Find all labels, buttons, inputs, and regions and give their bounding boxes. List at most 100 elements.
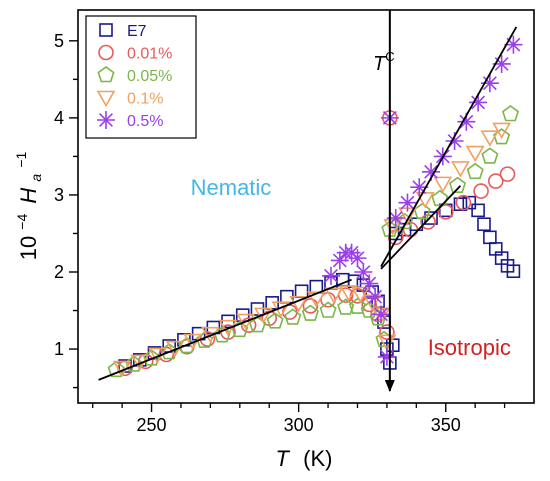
legend-marker-0-05pct [97, 66, 115, 83]
data-point-e7 [506, 264, 521, 279]
plot-frame [77, 9, 535, 404]
data-point-0-01pct [455, 194, 472, 211]
y-axis-label-exp: −4 [14, 214, 30, 230]
data-point-0-5pct [398, 193, 417, 212]
legend-item-0-1pct: 0.1% [96, 90, 163, 108]
data-point-0-5pct [377, 347, 396, 366]
data-point-0-1pct [465, 145, 485, 163]
x-tick-label: 300 [284, 415, 314, 435]
legend-marker-0-1pct [96, 90, 116, 108]
data-point-0-05pct [493, 128, 511, 145]
data-point-e7 [309, 279, 324, 294]
data-point-0-01pct [499, 166, 516, 182]
data-point-0-05pct [337, 298, 355, 315]
x-axis-label: T (K) [276, 446, 333, 471]
y-tick-label: 3 [54, 185, 64, 205]
svg-text:T (K): T (K) [276, 446, 333, 471]
y-tick-label: 5 [54, 31, 64, 51]
legend-item-0-5pct: 0.5% [97, 111, 163, 130]
data-point-0-1pct [339, 285, 359, 302]
y-axis-label-sub: a [28, 174, 44, 182]
data-point-0-05pct [195, 331, 214, 348]
data-point-0-1pct [362, 294, 382, 311]
data-point-0-5pct [366, 287, 385, 306]
data-layer [98, 26, 523, 381]
transition-label: TC [373, 49, 395, 75]
data-point-0-01pct [240, 317, 257, 333]
legend-label-0-5pct: 0.5% [127, 113, 163, 130]
x-tick-label: 350 [431, 415, 461, 435]
y-tick-label: 2 [54, 262, 64, 282]
data-point-e7 [477, 217, 491, 232]
y-axis-label-prefix: 10 [16, 236, 41, 260]
legend-marker-0-01pct [98, 44, 114, 61]
transition-label-sup: C [385, 49, 394, 64]
x-axis-label-var: T [276, 446, 291, 471]
data-point-e7 [471, 203, 485, 218]
data-point-0-05pct [284, 308, 302, 325]
series-0-1pct [112, 122, 512, 378]
legend-marker-e7 [99, 23, 113, 37]
data-point-0-05pct [348, 297, 367, 314]
data-point-0-01pct [473, 183, 489, 199]
data-point-0-1pct [492, 122, 512, 140]
x-axis-label-unit: (K) [303, 446, 332, 471]
annotations: Nematic Isotropic [191, 175, 511, 360]
data-point-0-5pct [348, 249, 367, 268]
data-point-0-01pct [302, 298, 319, 314]
data-point-0-05pct [481, 147, 499, 164]
y-tick-label: 1 [54, 339, 64, 359]
legend-item-0-01pct: 0.01% [98, 44, 172, 63]
data-point-0-1pct [289, 296, 309, 313]
data-point-0-5pct [360, 274, 379, 293]
data-point-0-05pct [466, 162, 484, 180]
data-point-0-05pct [431, 189, 449, 207]
transition-marker: TC [373, 10, 395, 392]
data-point-0-05pct [448, 176, 467, 193]
data-point-0-1pct [383, 218, 403, 236]
y-tick-label: 4 [54, 108, 64, 128]
data-point-0-05pct [301, 304, 319, 321]
y-axis-label-main: H [16, 188, 41, 204]
data-point-e7 [483, 230, 497, 245]
data-point-0-05pct [413, 202, 431, 220]
data-point-0-05pct [266, 312, 284, 329]
data-point-0-1pct [324, 287, 344, 304]
annotation-isotropic: Isotropic [428, 335, 511, 360]
data-point-0-05pct [501, 105, 520, 122]
data-point-0-1pct [306, 291, 326, 308]
transition-label-var: T [373, 53, 387, 75]
legend-label-0-1pct: 0.1% [127, 91, 163, 108]
data-point-0-1pct [433, 176, 453, 193]
data-point-0-01pct [437, 204, 454, 220]
y-axis-label: 10 −4 H a −1 [7, 151, 46, 260]
legend-item-0-05pct: 0.05% [97, 66, 172, 85]
x-axis: 250 300 350 [92, 403, 506, 435]
annotation-nematic: Nematic [191, 175, 272, 200]
data-point-0-05pct [107, 360, 125, 378]
y-axis-label-sup: −1 [13, 151, 29, 167]
legend-label-e7: E7 [127, 23, 147, 40]
legend-label-0-05pct: 0.05% [127, 68, 172, 85]
data-point-0-1pct [377, 334, 397, 351]
svg-text:10 −4 H a: 10 −4 H a −1 [7, 151, 46, 260]
legend-item-e7: E7 [99, 23, 147, 40]
data-point-0-01pct [487, 173, 504, 189]
data-point-0-5pct [372, 305, 391, 324]
y-axis: 1 2 3 4 5 [54, 31, 78, 389]
data-point-0-1pct [451, 161, 470, 178]
fit-line-2 [380, 26, 518, 268]
legend: E7 0.01% 0.05% 0.1% 0.5% [85, 15, 197, 139]
data-point-e7 [462, 195, 477, 210]
data-point-0-05pct [360, 301, 378, 318]
data-point-0-01pct [158, 346, 175, 363]
data-point-0-5pct [322, 266, 341, 285]
fit-line-1 [98, 278, 352, 381]
data-point-0-05pct [319, 301, 337, 318]
x-tick-label: 250 [137, 415, 167, 435]
data-point-e7 [453, 197, 468, 211]
legend-marker-0-5pct [97, 111, 115, 129]
data-point-0-1pct [236, 313, 256, 331]
data-point-e7 [294, 284, 309, 299]
